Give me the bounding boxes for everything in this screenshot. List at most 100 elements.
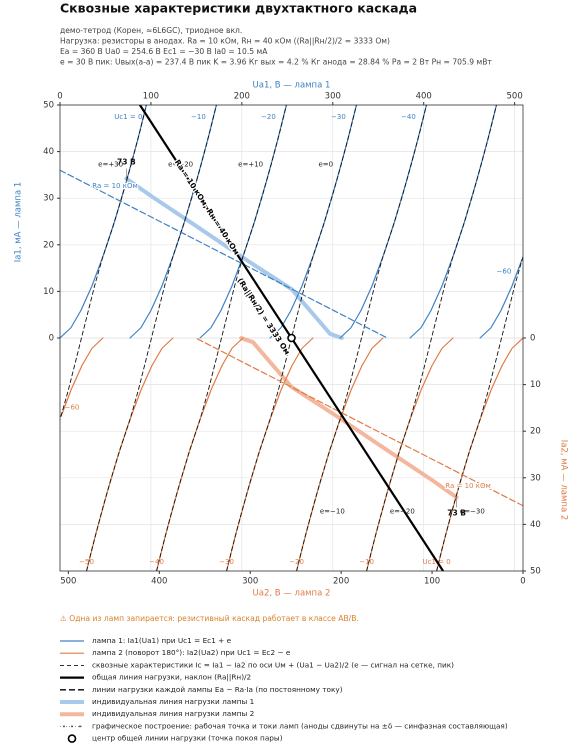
subtitle: Ea = 360 В Ua0 = 254.6 В Ec1 = −30 В Ia0… [60,47,268,56]
curve-label: Uc1 = 0 [114,113,142,121]
legend-label: индивидуальная линия нагрузки лампы 2 [92,709,254,718]
subtitle: e = 30 В пик: Uвых(a-a) = 237.4 В пик K … [60,58,492,67]
chart-title: Сквозные характеристики двухтактного кас… [60,1,417,16]
through-characteristic [156,105,287,571]
anode-curve [409,105,498,339]
legend-item: лампа 1: Ia1(Ua1) при Uc1 = Ec1 + e [60,636,232,645]
legend-item: линии нагрузки каждой лампы Ea − Ra·Ia (… [60,685,343,694]
load-line-label: 73 В [447,508,466,517]
y-tick-label: 0 [49,334,54,344]
curve-label: −40 [149,558,164,566]
subtitle: демо-тетрод (Корен, ≈6L6GC), триодное вк… [60,26,242,35]
legend-item: общая линия нагрузки, наклон (Ra||Rн)/2 [60,673,251,682]
x-tick-label: 0 [57,92,62,102]
x-axis-label: Ua1, В — лампа 1 [253,81,331,91]
legend-label: линии нагрузки каждой лампы Ea − Ra·Ia (… [92,685,343,694]
x-tick-label: 100 [143,92,159,102]
x2-tick-label: 400 [151,577,167,587]
y-tick-label: 10 [43,287,54,297]
through-characteristic [436,255,523,571]
load-line-label: Ra = 10 кОм [445,482,490,490]
quiescent-point [287,333,296,343]
load-line [124,176,344,340]
load-line [60,169,388,339]
y2-tick-label: 10 [530,380,541,390]
legend-label: общая линия нагрузки, наклон (Ra||Rн)/2 [92,673,251,682]
x-tick-label: 500 [507,92,523,102]
legend-swatch [71,725,73,728]
curve-label: −20 [289,558,304,566]
warning: ⚠ Одна из ламп запирается: резистивный к… [60,614,359,623]
curve-label: −10 [359,558,374,566]
through-characteristic [60,105,147,421]
curve-label: e=−30 [460,507,485,515]
legend-label: лампа 2 (поворот 180°): Ia2(Ua2) при Uc1… [92,648,291,657]
curve-label: −10 [191,113,206,121]
through-characteristic [366,105,497,571]
x2-tick-label: 0 [520,577,525,587]
x2-axis-label: Ua2, В — лампа 2 [253,589,331,599]
y-axis-label: Ia1, мА — лампа 1 [14,182,24,263]
y2-tick-label: 20 [530,427,541,437]
y2-tick-label: 30 [530,473,541,483]
anode-curve [60,105,147,339]
y2-tick-label: 40 [530,520,541,530]
anode-curve [129,105,217,339]
curve-label: e=−20 [390,507,415,515]
y2-tick-label: 50 [530,567,541,577]
anode-curve [269,105,358,339]
curve-label: e=+10 [238,161,263,169]
curve-label: e=+30 [98,161,123,169]
curve-label: −40 [401,113,416,121]
legend-item: графическое построение: рабочая точка и … [60,721,508,730]
legend-item: сквозные характеристики Ic = Ia1 − Ia2 п… [60,660,454,669]
legend-swatch [67,734,77,743]
load-line [195,337,523,507]
x-tick-label: 300 [325,92,341,102]
legend-label: индивидуальная линия нагрузки лампы 1 [92,697,254,706]
curve-label: e=−10 [320,507,345,515]
y-tick-label: 30 [43,194,54,204]
y-tick-label: 20 [43,240,54,250]
curve-label: Uc1 = 0 [423,558,451,566]
curve-label: −60 [65,403,80,411]
legend-item: индивидуальная линия нагрузки лампы 2 [60,709,254,718]
anode-curve [339,105,428,339]
legend-label: графическое построение: рабочая точка и … [92,721,508,730]
x2-tick-label: 500 [60,577,76,587]
curve-label: −50 [79,558,94,566]
curve-label: −30 [331,113,346,121]
legend-item: лампа 2 (поворот 180°): Ia2(Ua2) при Uc1… [60,648,291,657]
x2-tick-label: 100 [424,577,440,587]
legend-label: лампа 1: Ia1(Ua1) при Uc1 = Ec1 + e [92,636,232,645]
through-characteristic [296,105,427,571]
curve-label: e=0 [319,161,334,169]
x2-tick-label: 300 [242,577,258,587]
legend-item: индивидуальная линия нагрузки лампы 1 [60,697,254,706]
curve-label: −20 [261,113,276,121]
through-characteristic [86,105,217,571]
curve-label: e=+20 [168,161,193,169]
legend-swatch [63,725,65,728]
curves [60,105,523,571]
load-line [239,336,459,500]
y-tick-label: 50 [43,101,54,111]
y2-axis-label: Ia2, мА — лампа 2 [559,440,569,521]
x-tick-label: 400 [416,92,432,102]
load-line-label: 73 В [117,158,136,167]
legend-label: центр общей линии нагрузки (точка покоя … [92,734,283,743]
y-tick-label: 40 [43,147,54,157]
curve-label: −60 [497,268,512,276]
load-line-label: Ra = 10 кОм [92,182,137,190]
anode-curve [60,337,104,417]
legend-swatch [79,725,81,728]
subtitle: Нагрузка: резисторы в анодах. Ra = 10 кО… [60,37,390,46]
anode-curve [479,259,523,339]
x-tick-label: 200 [234,92,250,102]
curve-label: −30 [219,558,234,566]
x2-tick-label: 200 [333,577,349,587]
legend-item: центр общей линии нагрузки (точка покоя … [67,734,283,743]
y2-tick-label: 0 [530,334,535,344]
legend-label: сквозные характеристики Ic = Ia1 − Ia2 п… [92,660,454,669]
